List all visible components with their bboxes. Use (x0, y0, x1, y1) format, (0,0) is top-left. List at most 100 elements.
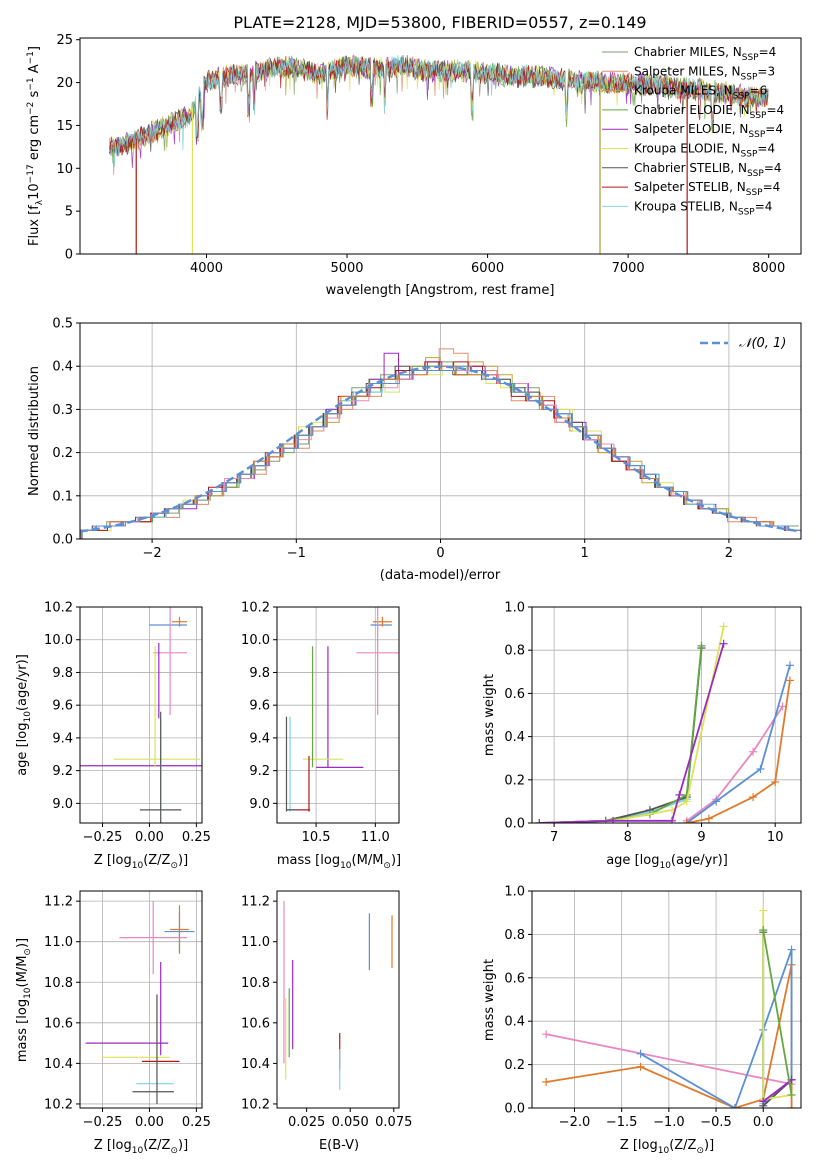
legend-label: Salpeter ELODIE, NSSP=4 (634, 122, 783, 140)
text-part: =4 (764, 161, 782, 175)
axes-frame (531, 606, 802, 824)
x-tick-label: 0.25 (182, 830, 211, 845)
text-part: =4 (765, 122, 783, 136)
residuals-chart: −2 −1 0 1 2 0.0 0.1 0.2 0.3 0.4 0.5 (data-model)/er… (27, 317, 802, 583)
weight-line (539, 645, 703, 823)
text-part: )] (178, 853, 188, 868)
y-tick-label: 11.0 (241, 935, 270, 950)
y-tick-label: 0.0 (504, 1102, 525, 1117)
text-part: Chabrier MILES, N (634, 45, 742, 59)
x-tick-label: 7 (550, 830, 558, 845)
text-part: (M/M (15, 956, 30, 988)
mass-vs-Z-ylabel: mass [log10(M/M⊙)] (15, 938, 33, 1062)
y-tick-label: 0.6 (504, 971, 525, 986)
text-part: Kroupa STELIB, N (634, 199, 738, 213)
x-tick-label: −1.0 (653, 1115, 685, 1130)
text-part: (age/yr)] (671, 853, 728, 868)
text-part: 10 (27, 183, 42, 200)
x-tick-label: 0.075 (375, 1115, 412, 1130)
age-vs-Z-chart: −0.25 0.00 0.25 9.0 9.2 9.4 9.6 9.8 10.0 10.2 Z [l… (15, 601, 211, 872)
y-tick-label: 9.6 (249, 699, 270, 714)
massweight-vs-age-xlabel: age [log10(age/yr)] (606, 853, 728, 871)
text-part: ⊙ (170, 1146, 178, 1156)
massweight-vs-age-ylabel: mass weight (482, 674, 497, 756)
weight-line (762, 1079, 793, 1103)
y-tick-label: 0.6 (504, 687, 525, 702)
text-part: mass [log (15, 999, 30, 1062)
histogram-step (80, 348, 800, 531)
weight-line (686, 680, 791, 823)
x-tick-label: 8 (624, 830, 632, 845)
y-tick-label: 1.0 (504, 601, 525, 616)
y-tick-label: 9.8 (249, 666, 270, 681)
x-tick-label: 6000 (471, 261, 504, 276)
y-tick-label: 10.4 (44, 1057, 73, 1072)
y-tick-label: 0.8 (504, 928, 525, 943)
y-tick-label: 11.2 (241, 895, 270, 910)
x-tick-label: −1.5 (606, 1115, 638, 1130)
y-tick-label: 0.0 (504, 817, 525, 832)
text-part: (age/yr)] (15, 654, 30, 711)
legend-label: Chabrier MILES, NSSP=4 (634, 45, 776, 63)
text-part: )] (391, 853, 401, 868)
y-tick-label: 10.2 (44, 1097, 73, 1112)
y-tick-label: 9.2 (52, 764, 73, 779)
text-part: Flux [f (27, 205, 42, 246)
histogram-step (80, 352, 801, 539)
x-tick-label: 8000 (752, 261, 785, 276)
text-part: SSP (742, 53, 759, 63)
legend-label: Chabrier ELODIE, NSSP=4 (634, 103, 784, 121)
x-tick-label: 10 (767, 830, 784, 845)
mass-vs-Z-plot-area (85, 901, 195, 1104)
text-part: Salpeter ELODIE, N (634, 122, 748, 136)
text-part: mass [log (277, 853, 340, 868)
text-part: Chabrier STELIB, N (634, 161, 747, 175)
y-tick-label: 0.0 (52, 533, 73, 548)
text-part: (M/M (352, 853, 384, 868)
weight-line (686, 665, 791, 823)
age-vs-mass-chart: 10.5 11.0 9.0 9.2 9.4 9.6 9.8 10.0 10.2 mass [log… (241, 601, 401, 872)
y-tick-label: 10.8 (44, 976, 73, 991)
spectrum-chart: PLATE=2128, MJD=53800, FIBERID=0557, z=0… (26, 13, 802, 298)
age-vs-Z-xlabel: Z [log10(Z/Z⊙)] (94, 853, 188, 871)
text-part: SSP (748, 130, 765, 140)
y-tick-label: 10.4 (241, 1057, 270, 1072)
text-part: =4 (757, 142, 775, 156)
massweight-vs-Z-chart: −2.0 −1.5 −1.0 −0.5 0.0 0.0 0.2 0.4 0.6 0.8 1.0 Z [… (482, 885, 802, 1156)
legend-label: Kroupa MILES, NSSP=6 (634, 84, 767, 102)
x-tick-label: 0.25 (182, 1115, 211, 1130)
y-tick-label: 10.6 (241, 1016, 270, 1031)
text-part: −2 (26, 102, 36, 115)
text-part: =4 (759, 45, 777, 59)
text-part: Salpeter STELIB, N (634, 180, 746, 194)
y-tick-label: 9.6 (52, 699, 73, 714)
text-part: Kroupa ELODIE, N (634, 142, 741, 156)
text-part: −1 (26, 77, 36, 90)
y-tick-label: 11.2 (44, 895, 73, 910)
x-tick-label: 0 (436, 546, 444, 561)
x-tick-label: −0.25 (83, 1115, 123, 1130)
x-tick-label: 4000 (190, 261, 223, 276)
text-part: ⊙ (170, 861, 178, 871)
x-tick-label: 0.0 (753, 1115, 774, 1130)
spectrum-line (109, 55, 769, 167)
axes-frame (276, 890, 400, 1109)
text-part: 10 (340, 861, 352, 871)
text-part: ⊙ (383, 861, 391, 871)
x-tick-label: −1 (287, 546, 306, 561)
y-tick-label: 0 (65, 248, 73, 263)
residuals-ylabel: Normed distribution (27, 366, 42, 496)
text-part: =4 (763, 180, 781, 194)
mass-vs-Z-xlabel: Z [log10(Z/Z⊙)] (94, 1138, 188, 1156)
axes-frame (79, 37, 802, 255)
histogram-step (80, 361, 799, 531)
weight-line (762, 929, 793, 1096)
axes-frame (531, 890, 802, 1109)
mass-vs-Z-chart: −0.25 0.00 0.25 10.2 10.4 10.6 10.8 11.0 11.2 Z [… (15, 890, 211, 1156)
y-tick-label: 11.0 (44, 935, 73, 950)
residuals-plot-area (80, 348, 801, 539)
y-tick-label: 10.6 (44, 1016, 73, 1031)
y-tick-label: 0.3 (52, 403, 73, 418)
y-tick-label: 0.1 (52, 489, 73, 504)
